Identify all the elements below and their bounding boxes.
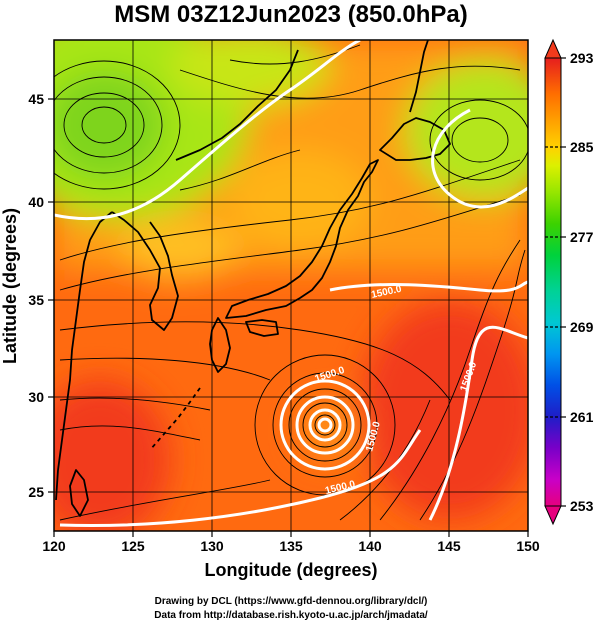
colorbar-tick-label: 277 bbox=[570, 229, 594, 245]
colorbar-scale bbox=[544, 57, 562, 507]
x-tick-label: 120 bbox=[42, 538, 66, 554]
contour-north bbox=[54, 40, 361, 221]
colorbar: 293 285 277 269 261 253 bbox=[544, 38, 594, 526]
x-tick-label: 145 bbox=[437, 538, 461, 554]
x-tick-label: 130 bbox=[200, 538, 224, 554]
coastline-sakhalin bbox=[409, 40, 429, 113]
y-tick-marks bbox=[48, 98, 54, 493]
colorbar-tick-label: 261 bbox=[570, 409, 594, 425]
x-tick-label: 135 bbox=[279, 538, 303, 554]
y-tick-label: 45 bbox=[28, 91, 44, 107]
coastline-honshu bbox=[225, 159, 379, 319]
chart-title: MSM 03Z12Jun2023 (850.0hPa) bbox=[114, 1, 468, 28]
contour-low-1 bbox=[279, 379, 371, 471]
contour-ne bbox=[431, 108, 528, 209]
x-tick-label: 125 bbox=[121, 538, 145, 554]
credit-data: Data from http://database.rish.kyoto-u.a… bbox=[154, 610, 428, 621]
colorbar-tick-label: 269 bbox=[570, 319, 594, 335]
colorbar-tick-label: 253 bbox=[570, 498, 594, 514]
coastline-ryukyu bbox=[149, 387, 201, 451]
contour-low-3 bbox=[308, 408, 342, 442]
map-plot: 1500.0 1500.0 1500.0 1500.0 1500.0 bbox=[54, 40, 528, 531]
coastline-kyushu bbox=[209, 317, 231, 373]
y-tick-labels: 25 30 35 40 45 bbox=[28, 91, 44, 500]
coastline-china bbox=[55, 211, 113, 501]
y-tick-label: 35 bbox=[28, 292, 44, 308]
y-tick-label: 40 bbox=[28, 194, 44, 210]
coastlines bbox=[55, 40, 451, 517]
coastline-hokkaido bbox=[379, 117, 451, 161]
colorbar-ticks bbox=[545, 57, 566, 507]
x-axis-label: Longitude (degrees) bbox=[204, 560, 377, 580]
contour-low-2 bbox=[295, 395, 355, 455]
x-tick-marks bbox=[53, 531, 529, 537]
y-tick-label: 30 bbox=[28, 389, 44, 405]
contour-east bbox=[329, 280, 528, 293]
height-contours bbox=[54, 40, 528, 528]
x-tick-label: 140 bbox=[358, 538, 382, 554]
colorbar-tick-label: 285 bbox=[570, 139, 594, 155]
contour-low-4 bbox=[317, 417, 333, 433]
coastline-shikoku bbox=[245, 319, 279, 337]
y-tick-label: 25 bbox=[28, 484, 44, 500]
coastline-korea bbox=[111, 211, 179, 331]
contour-south bbox=[59, 429, 422, 528]
colorbar-tick-label: 293 bbox=[570, 50, 594, 66]
coastline-primorye bbox=[175, 49, 299, 161]
colorbar-max-arrow bbox=[544, 38, 562, 59]
credit-drawing: Drawing by DCL (https://www.gfd-dennou.o… bbox=[155, 596, 428, 607]
x-tick-label: 150 bbox=[516, 538, 540, 554]
colorbar-min-arrow bbox=[544, 505, 562, 526]
contour-subtropical bbox=[428, 325, 528, 521]
y-axis-label: Latitude (degrees) bbox=[0, 208, 20, 364]
x-tick-labels: 120 125 130 135 140 145 150 bbox=[42, 538, 540, 554]
